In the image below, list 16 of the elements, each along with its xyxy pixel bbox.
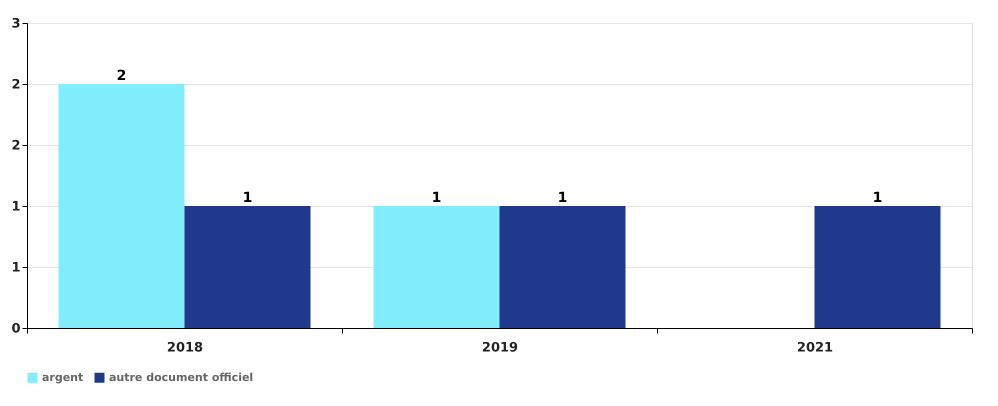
y-tick-label: 0 bbox=[11, 322, 20, 336]
y-tick-label: 2 bbox=[11, 78, 20, 92]
x-tick-label: 2021 bbox=[796, 340, 834, 356]
data-label: 1 bbox=[242, 190, 252, 206]
data-label: 1 bbox=[432, 190, 442, 206]
data-label: 1 bbox=[558, 190, 568, 206]
legend-label: autre document officiel bbox=[109, 370, 254, 384]
y-tick-label: 1 bbox=[11, 260, 20, 276]
y-tick-label: 3 bbox=[11, 16, 20, 32]
data-label: 1 bbox=[872, 190, 882, 206]
y-tick-label: 2 bbox=[11, 138, 20, 154]
data-label: 2 bbox=[116, 68, 126, 84]
legend-label: argent bbox=[42, 370, 84, 384]
x-tick-label: 2018 bbox=[166, 340, 204, 356]
y-tick-label: 1 bbox=[11, 200, 20, 214]
x-tick-label: 2019 bbox=[482, 340, 518, 356]
